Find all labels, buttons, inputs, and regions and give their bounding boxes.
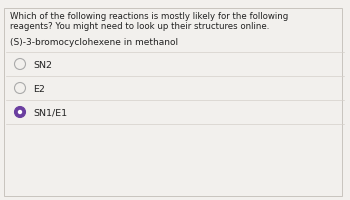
Text: SN2: SN2: [33, 60, 52, 70]
Circle shape: [18, 110, 22, 114]
Text: E2: E2: [33, 84, 45, 94]
Text: (S)-3-bromocyclohexene in methanol: (S)-3-bromocyclohexene in methanol: [10, 38, 178, 47]
Text: reagents? You might need to look up their structures online.: reagents? You might need to look up thei…: [10, 22, 270, 31]
Text: Which of the following reactions is mostly likely for the following: Which of the following reactions is most…: [10, 12, 288, 21]
Circle shape: [14, 106, 26, 117]
FancyBboxPatch shape: [4, 8, 342, 196]
Text: SN1/E1: SN1/E1: [33, 108, 67, 117]
